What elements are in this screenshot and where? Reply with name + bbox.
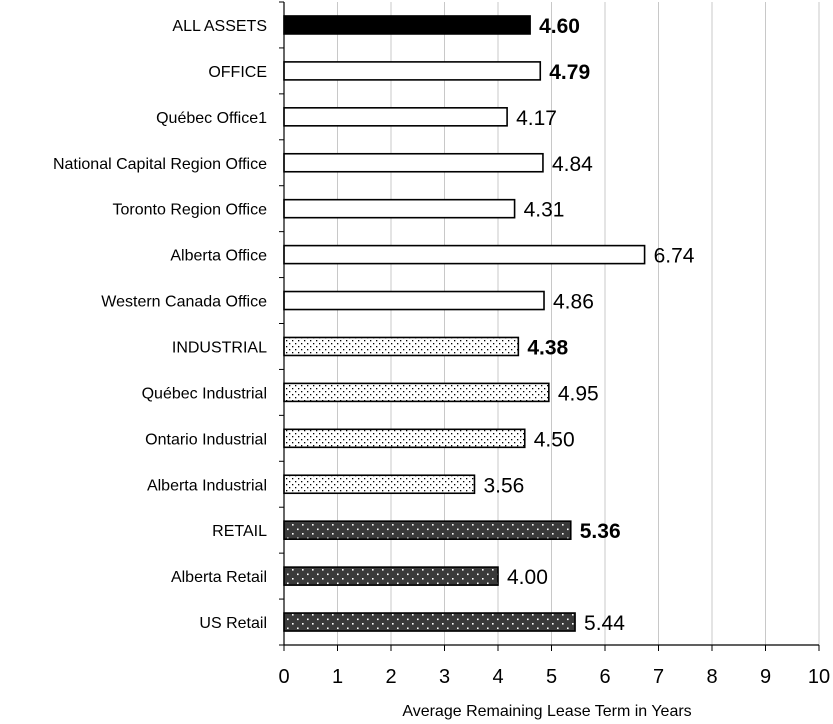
bar xyxy=(284,62,540,80)
axes xyxy=(279,2,819,651)
data-label: 5.44 xyxy=(584,612,625,635)
x-axis-title: Average Remaining Lease Term in Years xyxy=(402,703,691,720)
x-tick-label: 0 xyxy=(278,666,289,688)
data-label: 4.31 xyxy=(524,199,565,222)
bar xyxy=(284,246,645,264)
bar xyxy=(284,292,544,310)
category-label: OFFICE xyxy=(208,64,267,81)
x-tick-label: 7 xyxy=(653,666,664,688)
x-tick-label: 6 xyxy=(599,666,610,688)
x-tick-label: 5 xyxy=(546,666,557,688)
bar xyxy=(284,383,549,401)
data-label: 4.00 xyxy=(507,566,548,589)
data-label: 4.95 xyxy=(558,382,599,405)
data-label: 4.84 xyxy=(552,153,593,176)
bar xyxy=(284,16,530,34)
x-tick-label: 10 xyxy=(808,666,830,688)
bar xyxy=(284,337,518,355)
x-tick-label: 1 xyxy=(332,666,343,688)
bar xyxy=(284,429,525,447)
bar xyxy=(284,200,515,218)
category-label: Québec Office1 xyxy=(156,110,267,127)
data-label: 4.50 xyxy=(534,428,575,451)
category-label: ALL ASSETS xyxy=(172,18,267,35)
x-tick-label: 3 xyxy=(439,666,450,688)
category-label: Québec Industrial xyxy=(142,385,267,402)
data-label: 4.86 xyxy=(553,291,594,314)
category-label: Alberta Retail xyxy=(171,569,267,586)
data-label: 3.56 xyxy=(483,474,524,497)
bar xyxy=(284,613,575,631)
gridlines xyxy=(338,2,820,645)
data-label: 4.79 xyxy=(549,61,590,84)
x-tick-label: 2 xyxy=(385,666,396,688)
bar xyxy=(284,521,571,539)
category-label: National Capital Region Office xyxy=(53,156,267,173)
category-label: RETAIL xyxy=(212,523,267,540)
bar xyxy=(284,154,543,172)
data-label: 4.60 xyxy=(539,15,580,38)
x-tick-label: 8 xyxy=(706,666,717,688)
x-tick-label: 4 xyxy=(492,666,503,688)
data-label: 4.17 xyxy=(516,107,557,130)
bar xyxy=(284,475,474,493)
category-label: Toronto Region Office xyxy=(113,202,268,219)
data-label: 6.74 xyxy=(654,245,695,268)
bar xyxy=(284,108,507,126)
category-label: Alberta Industrial xyxy=(147,477,267,494)
category-label: US Retail xyxy=(199,615,267,632)
bar xyxy=(284,567,498,585)
data-label: 4.38 xyxy=(527,336,568,359)
category-label: Western Canada Office xyxy=(101,294,267,311)
category-label: INDUSTRIAL xyxy=(172,339,267,356)
x-tick-label: 9 xyxy=(760,666,771,688)
data-label: 5.36 xyxy=(580,520,621,543)
category-label: Ontario Industrial xyxy=(145,431,267,448)
category-label: Alberta Office xyxy=(170,248,267,265)
